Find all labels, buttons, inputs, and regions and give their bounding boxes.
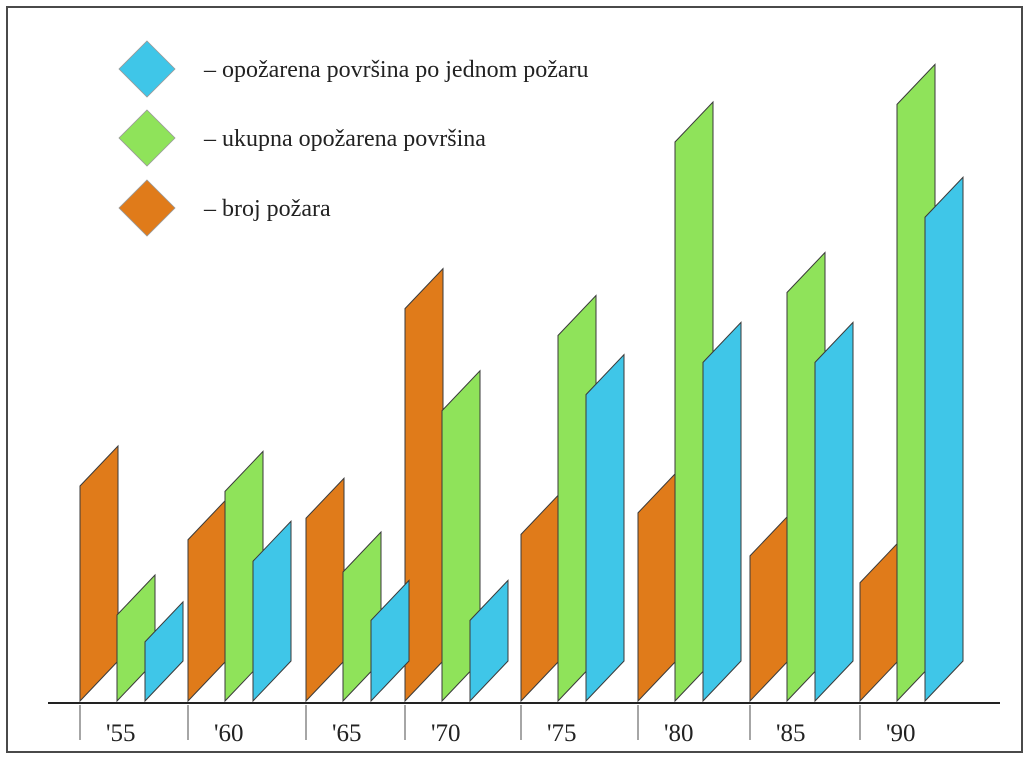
bar-broj-pozara-7 xyxy=(859,541,899,703)
x-tick-label: '55 xyxy=(106,720,136,747)
bar-broj-pozara-2 xyxy=(305,476,345,703)
bar-povrsina-po-pozaru-2 xyxy=(370,579,410,703)
bar-broj-pozara-3 xyxy=(404,267,444,703)
x-tick-label: '85 xyxy=(776,720,806,747)
legend-swatch-0 xyxy=(118,179,176,237)
bar-povrsina-po-pozaru-3 xyxy=(469,579,509,703)
x-tick-label: '90 xyxy=(886,720,916,747)
bar-povrsina-po-pozaru-5 xyxy=(702,321,742,703)
x-tick-label: '80 xyxy=(664,720,694,747)
bar-broj-pozara-4 xyxy=(520,493,560,703)
bar-povrsina-po-pozaru-6 xyxy=(814,321,854,703)
legend-swatch-1 xyxy=(118,109,176,167)
bar-broj-pozara-1 xyxy=(187,498,227,703)
legend: – opožarena površina po jednom požaru – u… xyxy=(118,40,589,237)
bar-povrsina-po-pozaru-0 xyxy=(144,600,184,703)
bar-povrsina-po-pozaru-4 xyxy=(585,353,625,703)
x-tick-label: '75 xyxy=(547,720,577,747)
bars-layer xyxy=(79,63,964,703)
legend-label-1: – ukupna opožarena površina xyxy=(203,126,486,152)
bar-ukupna-povrsina-3 xyxy=(441,369,481,703)
x-tick-label: '70 xyxy=(431,720,461,747)
bar-broj-pozara-6 xyxy=(749,514,789,703)
legend-label-2: – opožarena površina po jednom požaru xyxy=(203,57,589,83)
x-tick-label: '60 xyxy=(214,720,244,747)
legend-swatch-2 xyxy=(118,40,176,98)
bar-povrsina-po-pozaru-1 xyxy=(252,519,292,703)
legend-label-0: – broj požara xyxy=(203,196,331,222)
x-tick-label: '65 xyxy=(332,720,362,747)
bar-broj-pozara-5 xyxy=(637,471,677,703)
bar-povrsina-po-pozaru-7 xyxy=(924,175,964,703)
x-ticks-layer: '55 '60 '65 '70 '75 '80 '85 '90 xyxy=(79,705,916,747)
bar-broj-pozara-0 xyxy=(79,444,119,703)
